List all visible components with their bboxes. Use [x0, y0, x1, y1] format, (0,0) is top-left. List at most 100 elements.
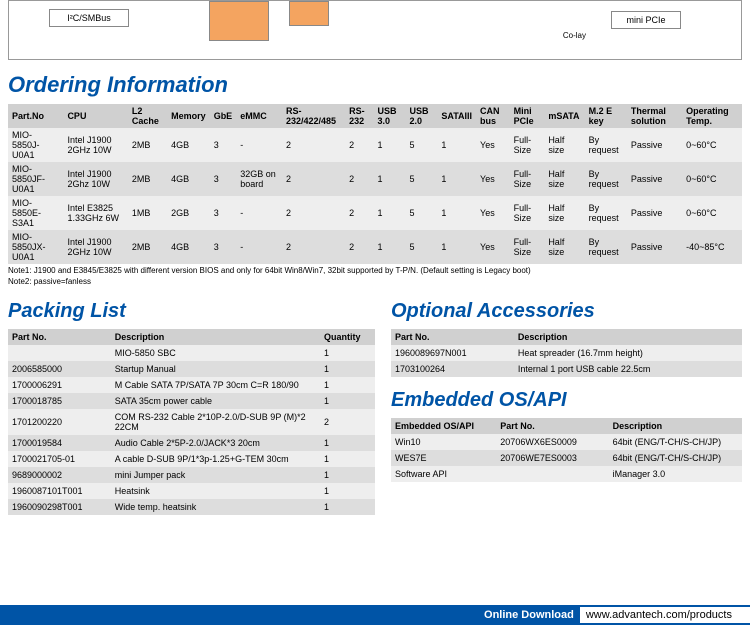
table-row: 1700021705-01A cable D-SUB 9P/1*3p-1.25+… — [8, 451, 375, 467]
table-row: MIO-5850 SBC1 — [8, 345, 375, 361]
cell: 0~60°C — [682, 162, 742, 196]
cell: 1960087101T001 — [8, 483, 111, 499]
cell: 32GB on board — [236, 162, 282, 196]
ordering-title: Ordering Information — [8, 72, 742, 98]
cell: 2 — [345, 230, 373, 264]
cell: 2 — [345, 162, 373, 196]
cell: By request — [585, 196, 627, 230]
table-row: 1960090298T001Wide temp. heatsink1 — [8, 499, 375, 515]
cell: 64bit (ENG/T-CH/S-CH/JP) — [609, 434, 742, 450]
cell: Internal 1 port USB cable 22.5cm — [514, 361, 742, 377]
cell: Yes — [476, 196, 510, 230]
os-col-desc: Description — [609, 418, 742, 434]
cell: MIO-5850JF-U0A1 — [8, 162, 63, 196]
col-l2: L2 Cache — [128, 104, 167, 128]
cell: -40~85°C — [682, 230, 742, 264]
cell: Yes — [476, 230, 510, 264]
cell: Half size — [544, 162, 584, 196]
os-col-part: Part No. — [496, 418, 608, 434]
cell: MIO-5850J-U0A1 — [8, 128, 63, 162]
cell: M Cable SATA 7P/SATA 7P 30cm C=R 180/90 — [111, 377, 320, 393]
cell — [496, 466, 608, 482]
table-row: 9689000002mini Jumper pack1 — [8, 467, 375, 483]
col-emmc: eMMC — [236, 104, 282, 128]
diagram-block-b — [289, 1, 329, 26]
accessories-title: Optional Accessories — [391, 300, 742, 323]
footer-download-label: Online Download — [484, 609, 574, 621]
cell: 1 — [320, 483, 375, 499]
cell: MIO-5850JX-U0A1 — [8, 230, 63, 264]
footer-url: www.advantech.com/products — [580, 607, 750, 623]
cell: - — [236, 196, 282, 230]
os-table: Embedded OS/API Part No. Description Win… — [391, 418, 742, 482]
col-optemp: Operating Temp. — [682, 104, 742, 128]
col-usb3: USB 3.0 — [374, 104, 406, 128]
cell: - — [236, 230, 282, 264]
cell: Passive — [627, 162, 682, 196]
table-row: 1960087101T001Heatsink1 — [8, 483, 375, 499]
accessories-table: Part No. Description 1960089697N001Heat … — [391, 329, 742, 377]
cell: 1 — [320, 435, 375, 451]
diagram-label-colay: Co-lay — [563, 31, 586, 40]
cell: Full-Size — [510, 162, 545, 196]
ordering-table: Part.No CPU L2 Cache Memory GbE eMMC RS-… — [8, 104, 742, 264]
cell: 2 — [282, 196, 345, 230]
cell: MIO-5850 SBC — [111, 345, 320, 361]
cell: Full-Size — [510, 196, 545, 230]
col-rs2: RS-232 — [345, 104, 373, 128]
block-diagram: I²C/SMBus mini PCIe Co-lay — [8, 0, 742, 60]
table-row: MIO-5850JF-U0A1Intel J1900 2Ghz 10W2MB4G… — [8, 162, 742, 196]
cell: COM RS-232 Cable 2*10P-2.0/D-SUB 9P (M)*… — [111, 409, 320, 435]
cell: 2GB — [167, 196, 210, 230]
cell: Win10 — [391, 434, 496, 450]
cell: 1701200220 — [8, 409, 111, 435]
cell: - — [236, 128, 282, 162]
col-cpu: CPU — [63, 104, 127, 128]
cell: 64bit (ENG/T-CH/S-CH/JP) — [609, 450, 742, 466]
cell: Heat spreader (16.7mm height) — [514, 345, 742, 361]
cell: 3 — [210, 162, 237, 196]
cell: Software API — [391, 466, 496, 482]
packing-table: Part No. Description Quantity MIO-5850 S… — [8, 329, 375, 515]
cell: By request — [585, 128, 627, 162]
cell: Intel J1900 2GHz 10W — [63, 128, 127, 162]
acc-col-part: Part No. — [391, 329, 514, 345]
table-row: Software APIiManager 3.0 — [391, 466, 742, 482]
col-mpcie: Mini PCIe — [510, 104, 545, 128]
pl-col-desc: Description — [111, 329, 320, 345]
col-m2: M.2 E key — [585, 104, 627, 128]
cell: 2MB — [128, 162, 167, 196]
table-row: 1700019584Audio Cable 2*5P-2.0/JACK*3 20… — [8, 435, 375, 451]
col-gbe: GbE — [210, 104, 237, 128]
col-thermal: Thermal solution — [627, 104, 682, 128]
cell: 1700018785 — [8, 393, 111, 409]
table-row: 1700006291M Cable SATA 7P/SATA 7P 30cm C… — [8, 377, 375, 393]
cell: Half size — [544, 128, 584, 162]
cell: 0~60°C — [682, 196, 742, 230]
cell: Passive — [627, 196, 682, 230]
cell: 1 — [437, 128, 476, 162]
cell: 3 — [210, 230, 237, 264]
cell: 2 — [282, 230, 345, 264]
cell: Full-Size — [510, 128, 545, 162]
cell: 4GB — [167, 128, 210, 162]
col-sata: SATAIII — [437, 104, 476, 128]
acc-col-desc: Description — [514, 329, 742, 345]
cell: By request — [585, 162, 627, 196]
cell: 2 — [282, 128, 345, 162]
table-row: Win1020706WX6ES000964bit (ENG/T-CH/S-CH/… — [391, 434, 742, 450]
cell: 1 — [320, 377, 375, 393]
cell: 1 — [320, 345, 375, 361]
cell: Wide temp. heatsink — [111, 499, 320, 515]
table-row: 1700018785SATA 35cm power cable1 — [8, 393, 375, 409]
cell: Full-Size — [510, 230, 545, 264]
cell: 1 — [437, 230, 476, 264]
cell: mini Jumper pack — [111, 467, 320, 483]
cell: 0~60°C — [682, 128, 742, 162]
cell: 1700019584 — [8, 435, 111, 451]
cell: 5 — [405, 196, 437, 230]
cell: 20706WX6ES0009 — [496, 434, 608, 450]
cell: 20706WE7ES0003 — [496, 450, 608, 466]
cell: Half size — [544, 196, 584, 230]
col-partno: Part.No — [8, 104, 63, 128]
